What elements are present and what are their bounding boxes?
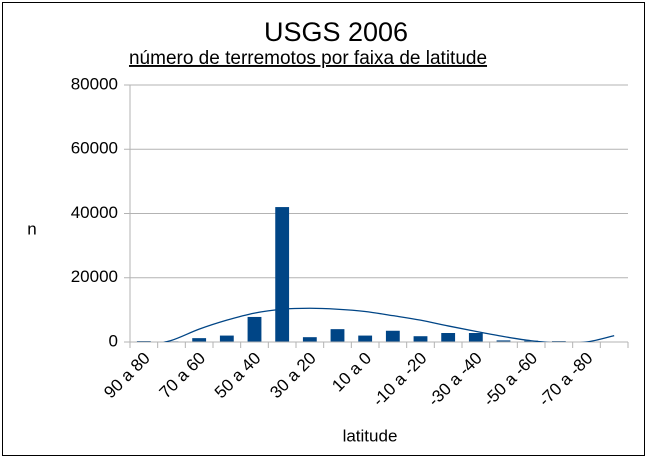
x-axis-label: latitude [343, 426, 398, 445]
y-tick-label: 80000 [71, 74, 118, 93]
bar [413, 336, 428, 342]
bar [330, 329, 345, 342]
y-tick-label: 20000 [71, 267, 118, 286]
bar [358, 335, 373, 342]
trend-line [163, 307, 615, 342]
bar [219, 335, 234, 342]
bar [441, 333, 456, 342]
bar [496, 340, 511, 342]
bar [192, 338, 207, 342]
chart-subtitle: número de terremotos por faixa de latitu… [129, 48, 487, 69]
bar [275, 207, 290, 342]
bar [385, 330, 400, 342]
y-tick-label: 40000 [71, 203, 118, 222]
bar [468, 333, 483, 342]
y-tick-label: 60000 [71, 139, 118, 158]
bar [302, 337, 317, 342]
chart-title: USGS 2006 [264, 17, 408, 47]
y-axis-label: n [27, 219, 36, 238]
y-tick-label: 0 [109, 331, 118, 350]
bar [247, 316, 262, 342]
